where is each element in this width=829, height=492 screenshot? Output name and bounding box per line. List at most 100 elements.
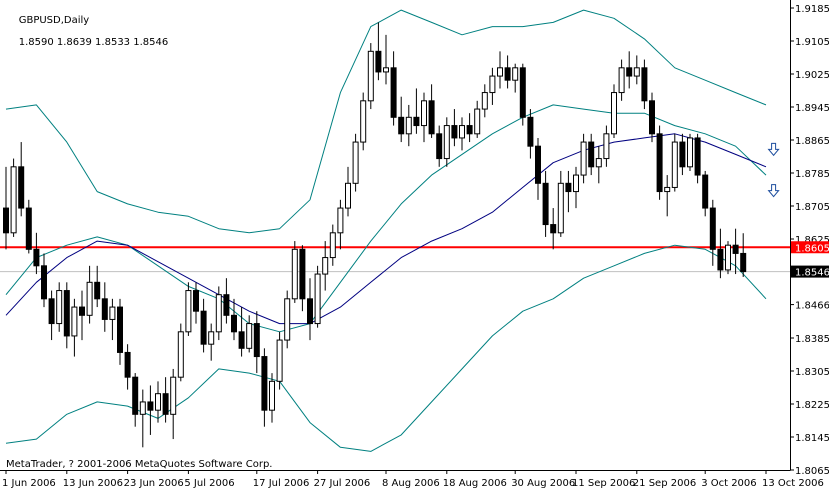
candle-bear [200,310,207,345]
down-arrow-icon [767,142,780,157]
candle-bear [550,224,557,234]
candle-bear [649,100,655,135]
candle-bull [276,339,283,382]
y-tick-label: 1.9185 [795,4,829,15]
x-tick-label: 5 Jul 2006 [184,478,234,489]
candle-bear [3,207,9,234]
candle-bull [497,67,503,77]
x-tick-label: 18 Aug 2006 [443,478,507,489]
candle-bear [641,67,648,102]
candle-bull [345,182,351,209]
chart-header: GBPUSD,Daily 1.8590 1.8639 1.8533 1.8546 [6,4,169,59]
candle-bull [481,92,488,110]
candle-bear [223,294,230,316]
candle-bear [147,401,154,411]
candle-bull [269,380,275,411]
candle-bear [565,182,572,193]
bollinger-middle-line [5,104,767,333]
candle-bull [322,257,329,275]
x-tick-label: 23 Jun 2006 [124,478,184,489]
candle-bear [261,356,268,411]
candle-bull [725,244,731,271]
y-tick-label: 1.8785 [795,169,829,180]
candle-bear [694,137,701,176]
candle-bear [63,290,70,337]
candle-bull [337,207,344,234]
candle-bull [185,290,192,333]
x-tick-label: 3 Oct 2006 [701,478,756,489]
candle-bear [253,323,260,358]
candle-bull [86,281,93,316]
candle-bear [732,244,739,254]
candle-bull [329,232,336,259]
candle-bull [671,141,678,188]
candle-bear [504,67,511,81]
candle-bear [527,116,534,147]
candle-bear [466,125,473,135]
copyright-label: MetaTrader, ? 2001-2006 MetaQuotes Softw… [6,459,273,470]
candle-bull [474,108,481,135]
candle-bear [679,141,686,168]
candle-bull [139,401,146,415]
candle-bull [489,75,496,94]
y-tick-label: 1.8385 [795,334,829,345]
candle-bull [557,182,564,234]
candle-bull [611,92,617,135]
candle-bear [702,174,709,209]
candle-bear [542,182,549,226]
candle-bull [109,306,116,320]
candle-bull [512,67,519,81]
candle-bear [535,145,541,184]
candle-bear [390,67,397,118]
candle-bear [25,207,32,250]
candle-bull [215,294,222,333]
candle-bear [33,248,40,267]
candle-bull [618,67,625,94]
candle-bear [740,252,747,273]
candle-bear [436,133,443,160]
y-tick-label: 1.8305 [795,367,829,378]
candle-bull [170,376,177,415]
y-tick-label: 1.8625 [795,235,829,246]
y-tick-label: 1.8865 [795,136,829,147]
candle-bear [299,248,306,300]
candle-bear [162,393,169,415]
y-tick-label: 1.8145 [795,433,829,444]
candle-bear [519,67,526,118]
candle-bear [79,306,85,316]
candle-bear [588,141,595,168]
candle-bear [656,133,663,193]
x-tick-label: 13 Oct 2006 [762,478,824,489]
candle-bull [595,158,602,168]
symbol-label: GBPUSD,Daily [18,15,90,26]
candle-bear [193,290,199,312]
candle-bull [633,67,640,77]
candle-bull [246,323,253,349]
candle-bear [398,116,405,135]
candle-bear [41,265,47,300]
candle-bull [383,67,389,73]
candle-bear [238,331,245,349]
candle-bull [443,125,450,160]
candle-bull [405,116,412,135]
candle-bear [451,125,458,139]
x-tick-label: 30 Aug 2006 [511,478,575,489]
y-tick-label: 1.8945 [795,103,829,114]
candle-bull [208,331,215,345]
y-tick-label: 1.8546 [795,268,829,279]
candle-bear [413,116,420,127]
candle-bull [360,100,367,143]
down-arrow-icon [767,184,780,198]
candle-bull [421,100,427,127]
candle-bull [580,141,587,176]
candle-bear [709,207,716,250]
candle-bull [573,174,579,193]
candle-bear [94,281,101,300]
candle-bear [428,100,435,135]
candle-bear [18,166,25,209]
candle-bull [603,133,610,160]
candle-bull [284,298,291,341]
candle-bear [231,314,237,333]
